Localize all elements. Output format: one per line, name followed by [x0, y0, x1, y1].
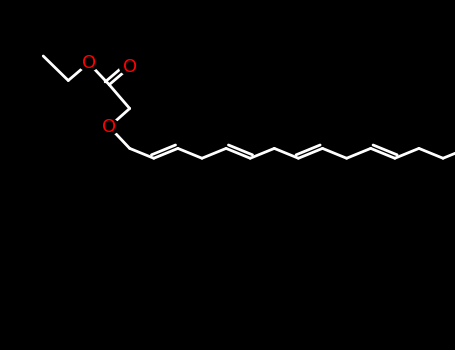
Text: O: O: [81, 54, 96, 72]
Text: O: O: [102, 118, 116, 136]
Circle shape: [99, 119, 119, 134]
Circle shape: [79, 55, 99, 71]
Circle shape: [120, 60, 140, 75]
Text: O: O: [122, 58, 137, 76]
